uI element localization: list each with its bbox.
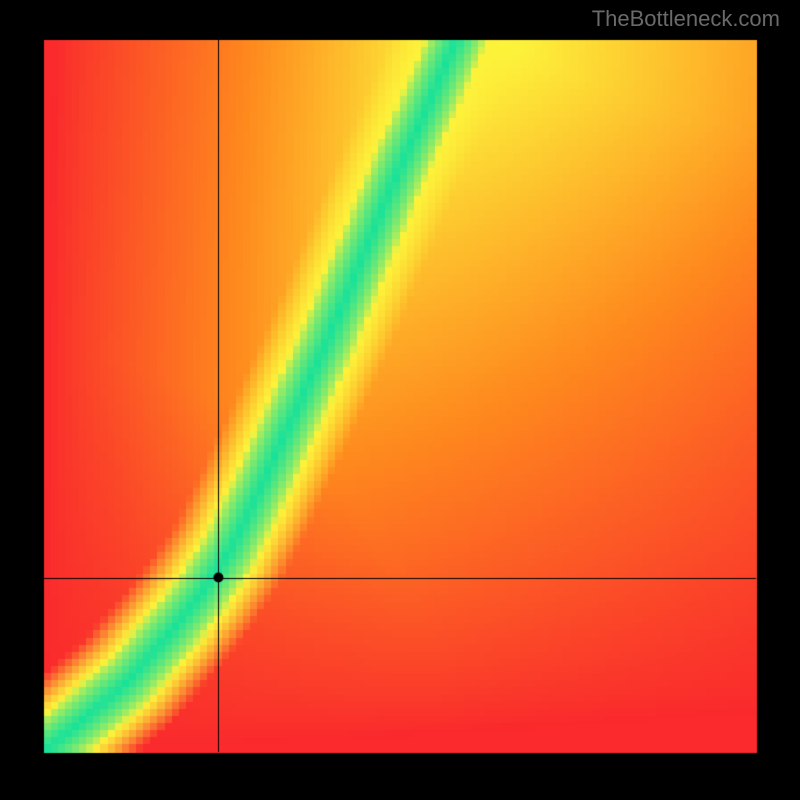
root: TheBottleneck.com bbox=[0, 0, 800, 800]
bottleneck-heatmap bbox=[0, 0, 800, 800]
attribution-text: TheBottleneck.com bbox=[592, 6, 780, 32]
